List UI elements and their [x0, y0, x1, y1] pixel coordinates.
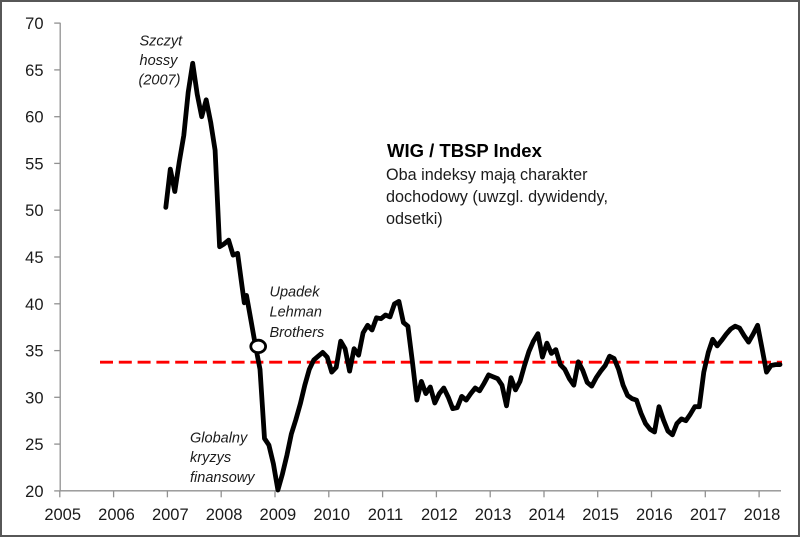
svg-text:Brothers: Brothers — [270, 325, 325, 341]
svg-text:2010: 2010 — [313, 506, 350, 524]
svg-text:2016: 2016 — [636, 506, 673, 524]
svg-text:30: 30 — [25, 389, 43, 407]
svg-text:45: 45 — [25, 249, 43, 267]
svg-text:65: 65 — [25, 62, 43, 80]
svg-text:Szczyt: Szczyt — [140, 34, 184, 50]
svg-text:WIG / TBSP Index: WIG / TBSP Index — [387, 140, 543, 161]
svg-text:2018: 2018 — [744, 506, 781, 524]
svg-text:2008: 2008 — [206, 506, 243, 524]
svg-text:2007: 2007 — [152, 506, 189, 524]
svg-text:2014: 2014 — [529, 506, 566, 524]
svg-text:60: 60 — [25, 109, 43, 127]
svg-text:finansowy: finansowy — [190, 470, 255, 486]
svg-text:2005: 2005 — [44, 506, 81, 524]
svg-text:kryzys: kryzys — [190, 450, 231, 466]
svg-text:2009: 2009 — [260, 506, 297, 524]
svg-text:20: 20 — [25, 483, 43, 501]
svg-text:55: 55 — [25, 155, 43, 173]
svg-text:70: 70 — [25, 15, 43, 33]
svg-text:25: 25 — [25, 436, 43, 454]
svg-text:(2007): (2007) — [139, 73, 181, 89]
svg-text:2015: 2015 — [582, 506, 619, 524]
svg-text:50: 50 — [25, 202, 43, 220]
svg-text:hossy: hossy — [140, 53, 179, 69]
svg-text:35: 35 — [25, 343, 43, 361]
svg-text:40: 40 — [25, 296, 43, 314]
svg-text:2017: 2017 — [690, 506, 727, 524]
svg-text:2006: 2006 — [98, 506, 135, 524]
svg-text:2013: 2013 — [475, 506, 512, 524]
svg-text:Upadek: Upadek — [270, 285, 321, 301]
svg-text:2012: 2012 — [421, 506, 458, 524]
svg-text:Lehman: Lehman — [270, 305, 322, 321]
svg-text:dochodowy (uwzgl. dywidendy,: dochodowy (uwzgl. dywidendy, — [386, 188, 608, 206]
svg-text:odsetki): odsetki) — [386, 210, 443, 228]
svg-text:2011: 2011 — [368, 506, 403, 524]
svg-text:Oba indeksy mają charakter: Oba indeksy mają charakter — [386, 166, 588, 184]
svg-text:Globalny: Globalny — [190, 431, 248, 447]
